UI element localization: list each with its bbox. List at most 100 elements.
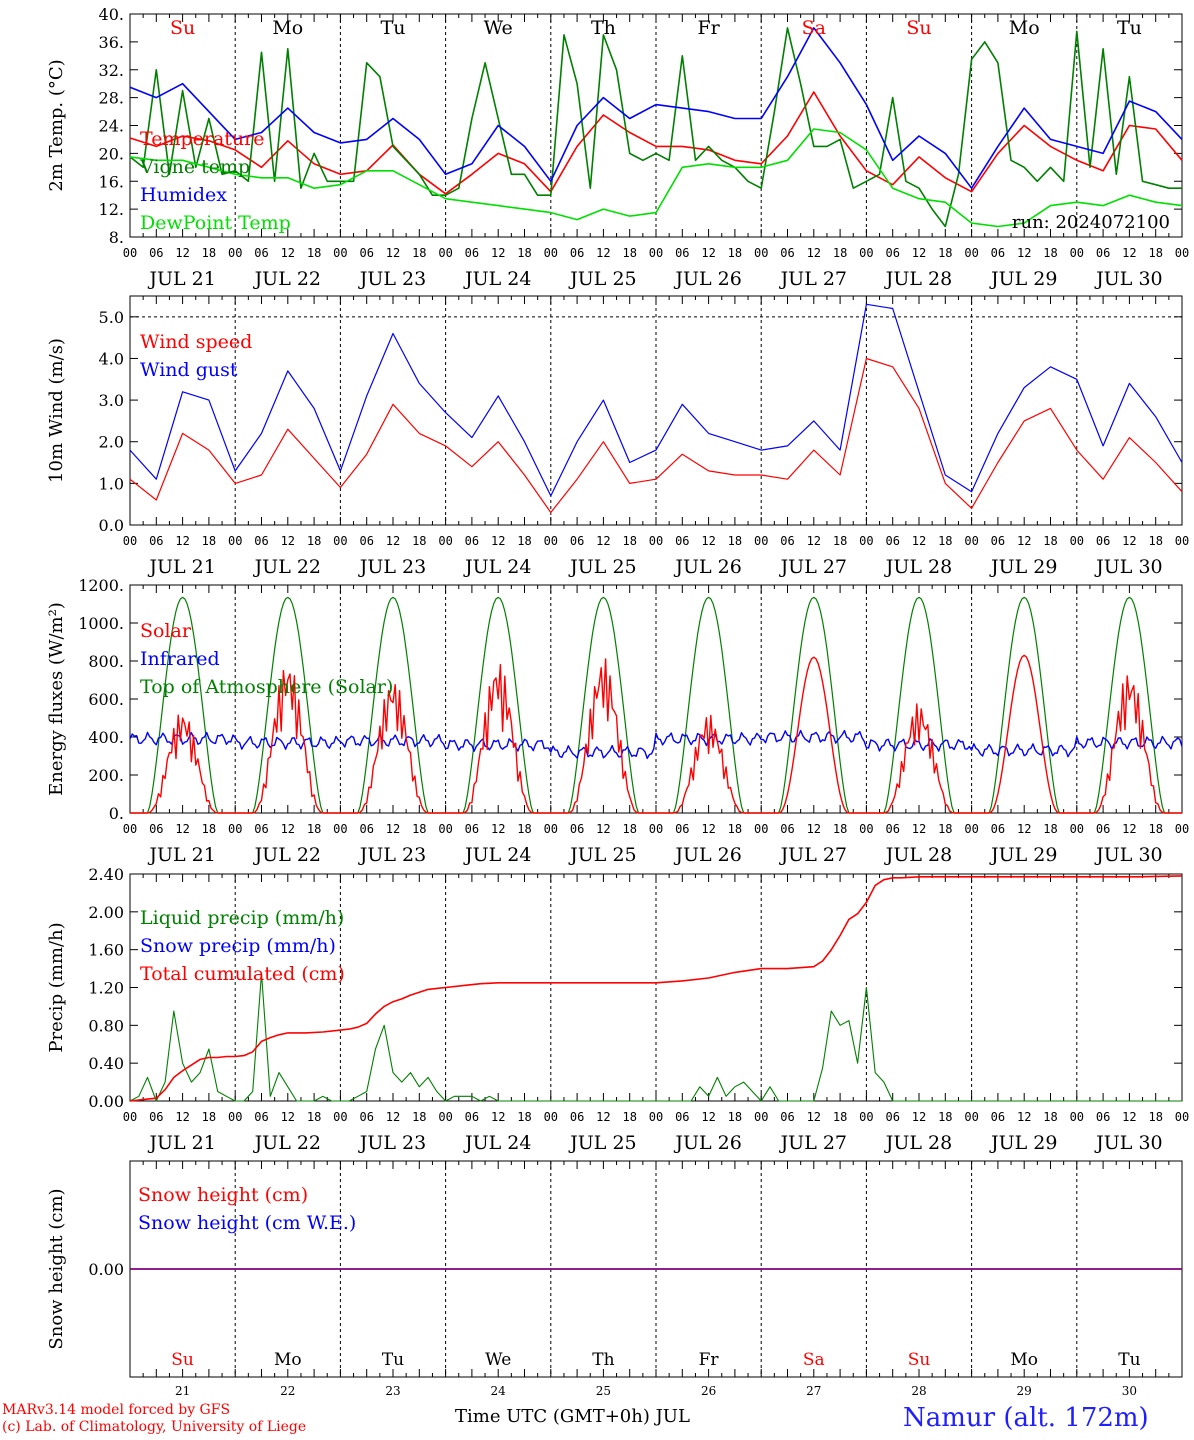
y-tick-label: 8. (109, 228, 124, 247)
y-tick-label: 2.00 (88, 903, 124, 922)
x-hour-label: 12 (175, 822, 189, 836)
weekday-label: Tu (381, 17, 406, 39)
x-hour-label: 12 (281, 1110, 295, 1124)
x-hour-label: 06 (465, 822, 479, 836)
x-hour-label: 06 (1096, 822, 1110, 836)
x-hour-label: 00 (333, 534, 347, 548)
legend-item: Snow height (cm) (138, 1184, 308, 1206)
legend-item: DewPoint Temp (140, 212, 291, 234)
weekday-label-bottom: Th (592, 1350, 614, 1370)
y-tick-label: 12. (99, 200, 124, 219)
x-hour-label: 00 (228, 534, 242, 548)
x-hour-label: 06 (149, 246, 163, 260)
x-hour-label: 12 (596, 246, 610, 260)
x-hour-label: 18 (833, 1110, 847, 1124)
x-hour-label: 00 (859, 246, 873, 260)
weekday-label: Fr (697, 17, 720, 39)
x-hour-label: 12 (491, 1110, 505, 1124)
weekday-label-bottom: Mo (274, 1350, 302, 1370)
x-date-label: JUL 30 (1094, 1132, 1162, 1154)
x-hour-label: 00 (438, 246, 452, 260)
x-hour-label: 00 (228, 246, 242, 260)
y-tick-label: 400. (88, 728, 124, 747)
x-hour-label: 00 (859, 822, 873, 836)
series-line-solar (130, 654, 1182, 814)
day-number-label: 29 (1017, 1384, 1032, 1398)
x-hour-label: 18 (728, 1110, 742, 1124)
y-tick-label: 1.60 (88, 941, 124, 960)
y-axis-title: Snow height (cm) (46, 1188, 67, 1349)
y-tick-label: 1000. (78, 614, 124, 633)
weekday-label: Mo (272, 17, 303, 39)
x-hour-label: 00 (438, 1110, 452, 1124)
x-hour-label: 00 (1070, 822, 1084, 836)
y-tick-label: 1.0 (99, 474, 124, 493)
day-number-label: 27 (806, 1384, 821, 1398)
weekday-label: We (484, 17, 513, 39)
x-hour-label: 00 (1070, 534, 1084, 548)
x-date-label: JUL 30 (1094, 556, 1162, 578)
x-hour-label: 12 (596, 534, 610, 548)
x-hour-label: 00 (1070, 1110, 1084, 1124)
x-hour-label: 12 (175, 534, 189, 548)
x-hour-label: 12 (912, 1110, 926, 1124)
x-date-label: JUL 27 (779, 268, 847, 290)
x-date-label: JUL 28 (884, 268, 952, 290)
x-hour-label: 18 (1043, 1110, 1057, 1124)
x-hour-label: 18 (202, 534, 216, 548)
day-number-label: 25 (596, 1384, 611, 1398)
x-hour-label: 12 (807, 1110, 821, 1124)
x-hour-label: 18 (1043, 246, 1057, 260)
legend-item: Top of Atmosphere (Solar) (140, 676, 393, 698)
x-hour-label: 06 (780, 822, 794, 836)
x-hour-label: 12 (807, 534, 821, 548)
series-line-wind-gust (129, 303, 1183, 497)
x-date-label: JUL 22 (253, 1132, 321, 1154)
x-hour-label: 18 (412, 246, 426, 260)
x-date-label: JUL 26 (673, 268, 741, 290)
day-number-label: 26 (701, 1384, 716, 1398)
x-hour-label: 12 (491, 822, 505, 836)
x-date-label: JUL 21 (147, 1132, 215, 1154)
x-hour-label: 12 (912, 246, 926, 260)
x-date-label: JUL 26 (673, 1132, 741, 1154)
x-hour-label: 00 (228, 822, 242, 836)
x-hour-label: 06 (780, 534, 794, 548)
weekday-label-bottom: Fr (699, 1350, 720, 1370)
x-hour-label: 18 (307, 822, 321, 836)
x-hour-label: 00 (964, 534, 978, 548)
x-date-label: JUL 26 (673, 844, 741, 866)
y-tick-label: 0.00 (88, 1092, 124, 1111)
y-tick-label: 16. (99, 172, 124, 191)
weekday-label: Su (906, 17, 931, 39)
x-hour-label: 12 (912, 822, 926, 836)
x-hour-label: 18 (202, 1110, 216, 1124)
x-hour-label: 12 (596, 1110, 610, 1124)
x-hour-label: 18 (728, 534, 742, 548)
x-date-label: JUL 25 (568, 1132, 636, 1154)
x-hour-label: 00 (333, 246, 347, 260)
x-hour-label: 06 (254, 534, 268, 548)
x-hour-label: 06 (885, 534, 899, 548)
x-hour-label: 00 (123, 1110, 137, 1124)
x-hour-label: 12 (701, 1110, 715, 1124)
y-tick-label: 0.00 (88, 1260, 124, 1279)
series-line-vigne-temp (129, 27, 1182, 228)
x-hour-label: 06 (675, 822, 689, 836)
x-hour-label: 00 (123, 246, 137, 260)
y-tick-label: 24. (99, 117, 124, 136)
x-date-label: JUL 28 (884, 1132, 952, 1154)
x-hour-label: 06 (149, 822, 163, 836)
x-hour-label: 06 (359, 1110, 373, 1124)
x-date-label: JUL 30 (1094, 268, 1162, 290)
y-axis-title: 2m Temp. (°C) (46, 59, 67, 191)
x-hour-label: 06 (885, 822, 899, 836)
x-date-label: JUL 29 (989, 268, 1057, 290)
x-hour-label: 06 (991, 246, 1005, 260)
x-hour-label: 00 (228, 1110, 242, 1124)
y-tick-label: 20. (99, 144, 124, 163)
x-hour-label: 18 (202, 822, 216, 836)
x-date-label: JUL 23 (358, 268, 426, 290)
x-hour-label: 12 (386, 246, 400, 260)
x-hour-label: 18 (307, 246, 321, 260)
